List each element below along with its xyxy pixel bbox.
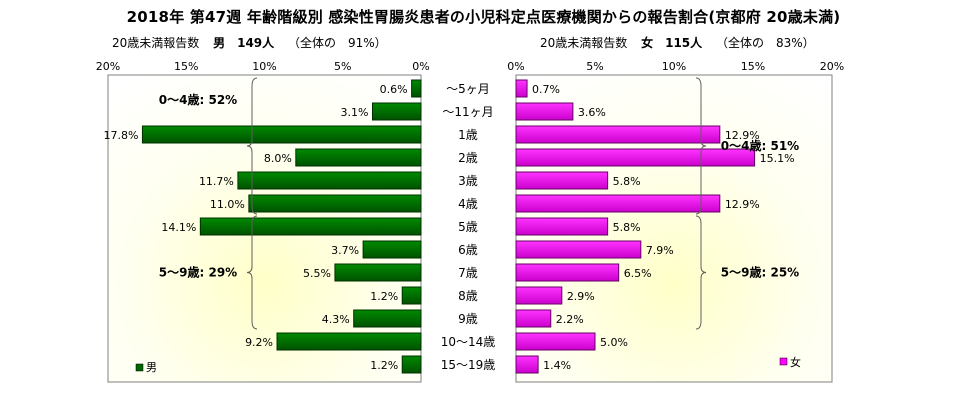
male-bar-10 xyxy=(353,309,422,328)
female-subheader: 20歳未満報告数 女 115人 （全体の 83%） xyxy=(540,34,815,51)
category-label-10: 9歳 xyxy=(458,312,478,326)
female-bar-1 xyxy=(515,102,574,121)
female-tick-label-3: 15% xyxy=(741,60,765,73)
female-value-label-8: 6.5% xyxy=(624,267,652,280)
male-bar-1 xyxy=(371,102,422,121)
male-value-label-10: 4.3% xyxy=(322,313,350,326)
female-group-label-0: 0～4歳: 51% xyxy=(721,138,799,153)
male-bar-5 xyxy=(248,194,422,213)
male-legend-swatch xyxy=(135,363,144,372)
female-tick-label-2: 10% xyxy=(662,60,686,73)
male-legend-label: 男 xyxy=(146,361,157,374)
female-tick-label-1: 5% xyxy=(586,60,603,73)
female-bar-2 xyxy=(515,125,721,144)
male-bar-3 xyxy=(295,148,422,167)
female-bar-9 xyxy=(515,286,563,305)
male-value-label-5: 11.0% xyxy=(210,198,245,211)
male-value-label-8: 5.5% xyxy=(303,267,331,280)
female-value-label-7: 7.9% xyxy=(646,244,674,257)
category-label-3: 2歳 xyxy=(458,151,478,165)
male-group-brace-1 xyxy=(246,215,258,330)
female-tick-label-0: 0% xyxy=(507,60,524,73)
male-bar-7 xyxy=(362,240,422,259)
female-total: 女 115人 xyxy=(641,36,703,50)
female-group-brace-1 xyxy=(695,215,707,330)
male-bar-0 xyxy=(411,79,422,98)
category-label-2: 1歳 xyxy=(458,128,478,142)
male-subheader-label: 20歳未満報告数 xyxy=(112,36,200,50)
female-legend-label: 女 xyxy=(790,355,801,369)
female-bar-0 xyxy=(515,79,528,98)
male-value-label-1: 3.1% xyxy=(341,106,369,119)
female-bar-5 xyxy=(515,194,721,213)
female-bar-7 xyxy=(515,240,642,259)
male-value-label-7: 3.7% xyxy=(331,244,359,257)
category-label-9: 8歳 xyxy=(458,289,478,303)
female-value-label-9: 2.9% xyxy=(567,290,595,303)
female-bar-10 xyxy=(515,309,552,328)
category-label-8: 7歳 xyxy=(458,266,478,280)
male-tick-label-0: 0% xyxy=(412,60,429,73)
female-bar-11 xyxy=(515,332,596,351)
male-tick-label-2: 10% xyxy=(252,60,276,73)
male-tick-label-1: 5% xyxy=(334,60,351,73)
male-bar-12 xyxy=(401,355,422,374)
male-group-label-1: 5～9歳: 29% xyxy=(159,265,237,280)
male-value-label-6: 14.1% xyxy=(161,221,196,234)
female-value-label-10: 2.2% xyxy=(556,313,584,326)
category-label-1: ～11ヶ月 xyxy=(442,105,493,119)
male-value-label-0: 0.6% xyxy=(380,83,408,96)
category-label-5: 4歳 xyxy=(458,197,478,211)
female-legend-swatch xyxy=(779,357,788,366)
male-group-brace-0 xyxy=(246,77,258,215)
female-value-label-11: 5.0% xyxy=(600,336,628,349)
male-bar-8 xyxy=(334,263,422,282)
female-subheader-label: 20歳未満報告数 xyxy=(540,36,628,50)
female-value-label-3: 15.1% xyxy=(760,152,795,165)
male-value-label-12: 1.2% xyxy=(370,359,398,372)
male-value-label-9: 1.2% xyxy=(370,290,398,303)
female-share: （全体の 83%） xyxy=(716,36,815,50)
female-bar-3 xyxy=(515,148,756,167)
category-label-0: ～5ヶ月 xyxy=(446,82,490,96)
female-value-label-12: 1.4% xyxy=(543,359,571,372)
male-value-label-11: 9.2% xyxy=(245,336,273,349)
male-group-label-0: 0～4歳: 52% xyxy=(159,92,237,107)
female-value-label-5: 12.9% xyxy=(725,198,760,211)
female-value-label-6: 5.8% xyxy=(613,221,641,234)
male-bar-6 xyxy=(199,217,422,236)
category-label-4: 3歳 xyxy=(458,174,478,188)
female-bar-8 xyxy=(515,263,620,282)
female-bar-12 xyxy=(515,355,539,374)
male-tick-label-3: 15% xyxy=(174,60,198,73)
male-value-label-4: 11.7% xyxy=(199,175,234,188)
female-value-label-1: 3.6% xyxy=(578,106,606,119)
male-bar-4 xyxy=(237,171,422,190)
female-value-label-2: 12.9% xyxy=(725,129,760,142)
male-total: 男 149人 xyxy=(213,36,275,50)
male-share: （全体の 91%） xyxy=(288,36,387,50)
category-label-7: 6歳 xyxy=(458,243,478,257)
male-subheader: 20歳未満報告数 男 149人 （全体の 91%） xyxy=(112,34,387,51)
male-value-label-3: 8.0% xyxy=(264,152,292,165)
male-tick-label-4: 20% xyxy=(96,60,120,73)
female-bar-6 xyxy=(515,217,609,236)
chart-title: 2018年 第47週 年齢階級別 感染性胃腸炎患者の小児科定点医療機関からの報告… xyxy=(126,8,841,26)
male-bar-2 xyxy=(141,125,422,144)
male-bar-9 xyxy=(401,286,422,305)
male-value-label-2: 17.8% xyxy=(103,129,138,142)
female-tick-label-4: 20% xyxy=(820,60,844,73)
female-bar-4 xyxy=(515,171,609,190)
category-label-6: 5歳 xyxy=(458,220,478,234)
female-value-label-0: 0.7% xyxy=(532,83,560,96)
category-label-11: 10～14歳 xyxy=(441,335,496,349)
female-group-brace-0 xyxy=(695,77,707,215)
female-value-label-4: 5.8% xyxy=(613,175,641,188)
female-group-label-1: 5～9歳: 25% xyxy=(721,265,799,280)
category-label-12: 15～19歳 xyxy=(441,358,496,372)
male-bar-11 xyxy=(276,332,422,351)
